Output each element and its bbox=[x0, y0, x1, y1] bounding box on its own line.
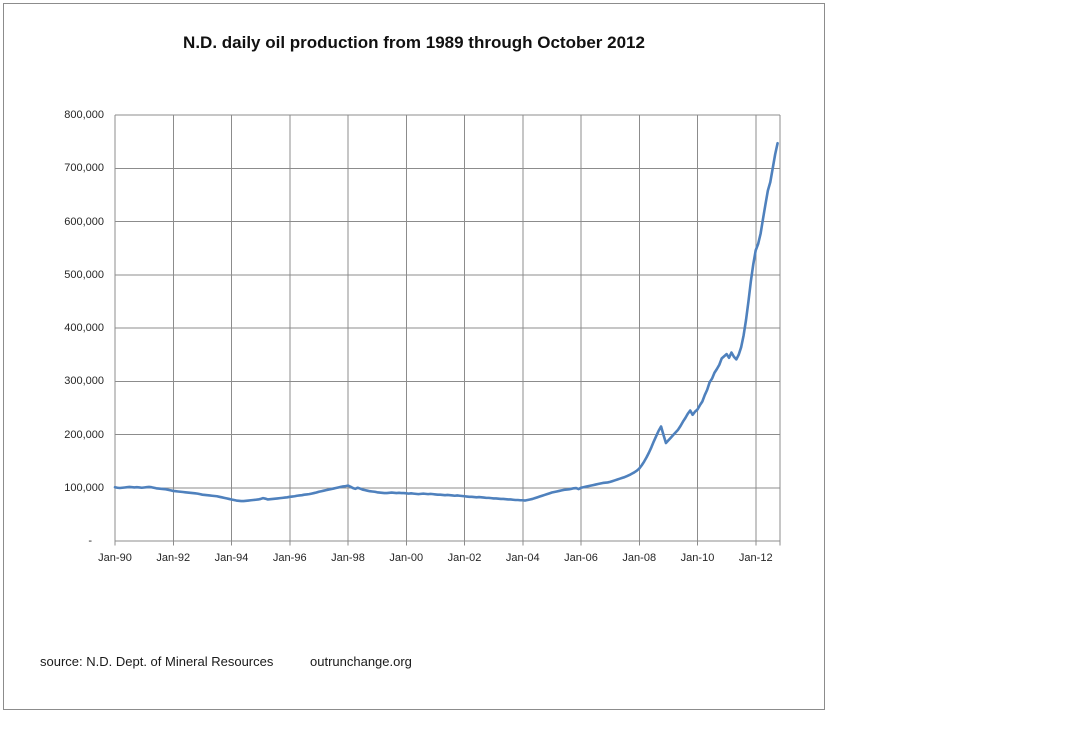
y-tick-label: 500,000 bbox=[64, 268, 104, 281]
y-tick-label: 300,000 bbox=[64, 375, 104, 388]
y-tick-label: 100,000 bbox=[64, 481, 104, 494]
source-text: source: N.D. Dept. of Mineral Resources bbox=[40, 654, 274, 669]
y-tick-label: 200,000 bbox=[64, 428, 104, 441]
y-tick-label: - bbox=[88, 535, 92, 547]
x-tick-label: Jan-08 bbox=[622, 552, 657, 564]
axis-ticks bbox=[114, 541, 781, 546]
chart-frame bbox=[3, 3, 825, 710]
y-tick-label: 600,000 bbox=[64, 215, 104, 228]
y-tick-label: 700,000 bbox=[64, 162, 104, 175]
y-tick-label: 400,000 bbox=[64, 322, 104, 334]
x-tick-label: Jan-12 bbox=[738, 552, 773, 564]
x-tick-label: Jan-06 bbox=[564, 552, 598, 564]
chart-title: N.D. daily oil production from 1989 thro… bbox=[183, 33, 645, 52]
grid-lines bbox=[114, 114, 781, 542]
x-tick-label: Jan-94 bbox=[214, 552, 249, 564]
x-tick-label: Jan-98 bbox=[331, 552, 365, 564]
x-tick-label: Jan-90 bbox=[98, 552, 132, 564]
x-tick-label: Jan-10 bbox=[680, 552, 715, 564]
x-tick-label: Jan-04 bbox=[505, 552, 540, 564]
footer-note: source: N.D. Dept. of Mineral Resources … bbox=[40, 654, 412, 669]
production-line bbox=[113, 141, 779, 503]
x-tick-label: Jan-02 bbox=[447, 552, 482, 564]
site-text: outrunchange.org bbox=[310, 654, 412, 669]
x-tick-label: Jan-00 bbox=[389, 552, 424, 564]
x-tick-label: Jan-92 bbox=[156, 552, 191, 564]
x-tick-label: Jan-96 bbox=[272, 552, 307, 564]
plot-area bbox=[113, 114, 781, 546]
y-tick-label: 800,000 bbox=[64, 109, 104, 121]
